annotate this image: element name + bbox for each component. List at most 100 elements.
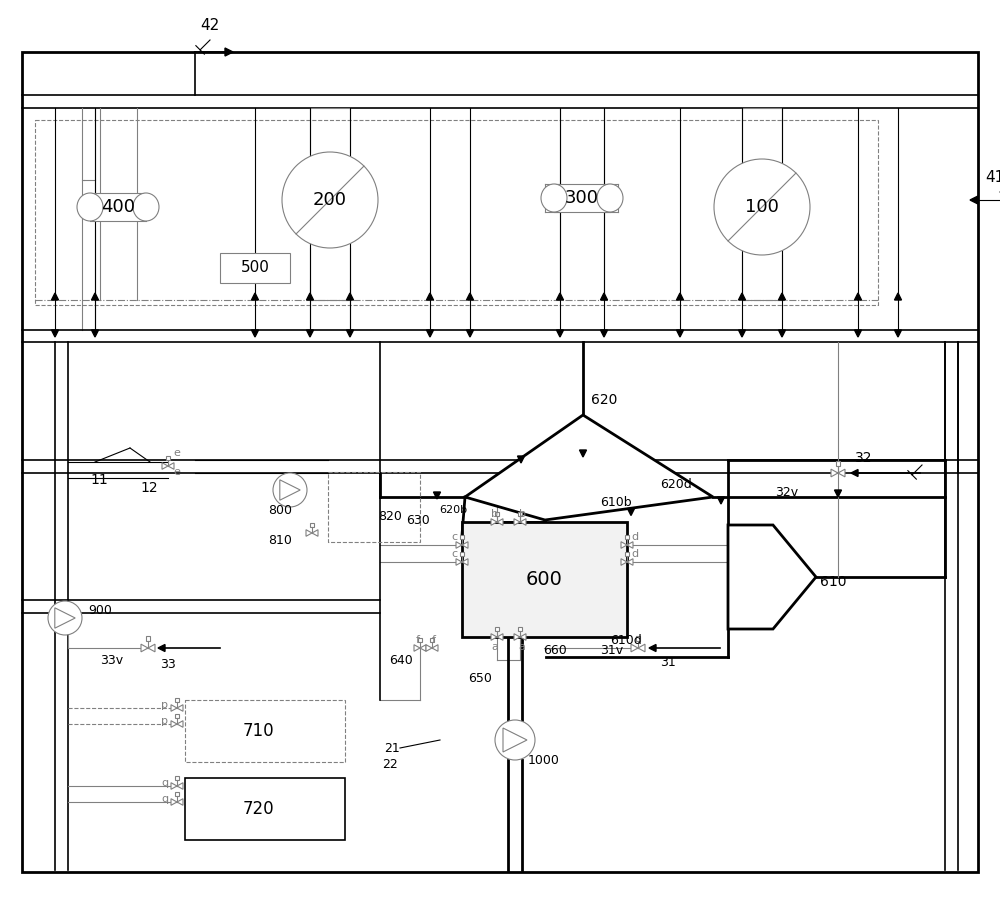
- Polygon shape: [838, 469, 845, 477]
- Bar: [185, 700, 345, 762]
- Bar: [625, 536, 629, 539]
- Bar: [518, 512, 522, 516]
- Polygon shape: [426, 330, 434, 337]
- Bar: [90, 193, 146, 221]
- Polygon shape: [514, 633, 520, 640]
- Text: 400: 400: [101, 198, 135, 216]
- Polygon shape: [676, 330, 684, 337]
- Polygon shape: [171, 705, 177, 711]
- Bar: [462, 522, 627, 637]
- Text: 1000: 1000: [528, 753, 560, 767]
- Text: 610d: 610d: [610, 633, 642, 647]
- Text: d: d: [631, 549, 638, 559]
- Text: 800: 800: [268, 503, 292, 517]
- Bar: [460, 536, 464, 539]
- Polygon shape: [434, 492, 440, 499]
- Polygon shape: [252, 330, 258, 337]
- Bar: [146, 637, 150, 641]
- Polygon shape: [252, 293, 258, 300]
- Text: q: q: [161, 794, 168, 804]
- Polygon shape: [92, 293, 98, 300]
- Polygon shape: [177, 783, 183, 789]
- Polygon shape: [465, 415, 713, 520]
- Text: 31v: 31v: [600, 643, 623, 657]
- Polygon shape: [312, 530, 318, 536]
- Text: 200: 200: [313, 191, 347, 209]
- Polygon shape: [676, 293, 684, 300]
- Polygon shape: [970, 196, 978, 204]
- Bar: [625, 552, 629, 556]
- Text: 300: 300: [565, 189, 599, 207]
- Text: 650: 650: [468, 672, 492, 684]
- Polygon shape: [168, 463, 174, 469]
- Polygon shape: [456, 542, 462, 548]
- Polygon shape: [718, 497, 724, 504]
- Polygon shape: [462, 542, 468, 548]
- Polygon shape: [497, 633, 503, 640]
- Circle shape: [714, 159, 810, 255]
- Polygon shape: [462, 559, 468, 565]
- Ellipse shape: [597, 184, 623, 212]
- Polygon shape: [52, 330, 58, 337]
- Text: 620b: 620b: [439, 505, 467, 515]
- Bar: [175, 714, 179, 718]
- Text: 620d: 620d: [660, 478, 692, 492]
- Text: d: d: [631, 532, 638, 542]
- Circle shape: [282, 152, 378, 248]
- Polygon shape: [177, 705, 183, 711]
- Polygon shape: [414, 645, 420, 651]
- Text: 500: 500: [241, 260, 269, 275]
- Polygon shape: [280, 480, 300, 501]
- Text: 33v: 33v: [100, 654, 123, 666]
- Bar: [836, 461, 840, 466]
- Text: 42: 42: [200, 19, 220, 33]
- Text: 22: 22: [382, 759, 398, 771]
- Polygon shape: [171, 798, 177, 806]
- Text: 32v: 32v: [775, 485, 798, 499]
- Bar: [636, 637, 640, 641]
- Polygon shape: [171, 783, 177, 789]
- Text: 710: 710: [242, 722, 274, 740]
- Polygon shape: [728, 525, 816, 629]
- Text: 33: 33: [160, 658, 176, 672]
- Polygon shape: [497, 518, 503, 526]
- Polygon shape: [580, 450, 586, 457]
- Polygon shape: [638, 644, 645, 652]
- Bar: [220, 253, 290, 283]
- Polygon shape: [600, 330, 608, 337]
- Text: a: a: [492, 642, 498, 652]
- Polygon shape: [631, 644, 638, 652]
- Bar: [175, 698, 179, 702]
- Polygon shape: [627, 542, 633, 548]
- Text: c: c: [452, 532, 458, 542]
- Polygon shape: [503, 728, 527, 752]
- Text: 810: 810: [268, 534, 292, 546]
- Polygon shape: [177, 720, 183, 727]
- Polygon shape: [52, 293, 58, 300]
- Polygon shape: [600, 293, 608, 300]
- Text: 820: 820: [378, 509, 402, 522]
- Bar: [175, 792, 179, 796]
- Text: 640: 640: [389, 654, 413, 666]
- Polygon shape: [158, 645, 165, 651]
- Polygon shape: [466, 293, 474, 300]
- Text: b: b: [518, 509, 526, 519]
- Bar: [430, 638, 434, 642]
- Bar: [554, 184, 610, 212]
- Text: 610b: 610b: [600, 497, 632, 509]
- Polygon shape: [491, 518, 497, 526]
- Bar: [495, 512, 499, 516]
- Polygon shape: [426, 645, 432, 651]
- Text: 900: 900: [88, 604, 112, 616]
- Bar: [166, 456, 170, 460]
- Polygon shape: [306, 530, 312, 536]
- Circle shape: [495, 720, 535, 760]
- Polygon shape: [628, 509, 635, 516]
- Text: f: f: [432, 635, 436, 645]
- Polygon shape: [177, 798, 183, 806]
- Ellipse shape: [133, 193, 159, 221]
- Polygon shape: [466, 330, 474, 337]
- Polygon shape: [491, 633, 497, 640]
- Text: e: e: [173, 467, 180, 477]
- Circle shape: [48, 601, 82, 635]
